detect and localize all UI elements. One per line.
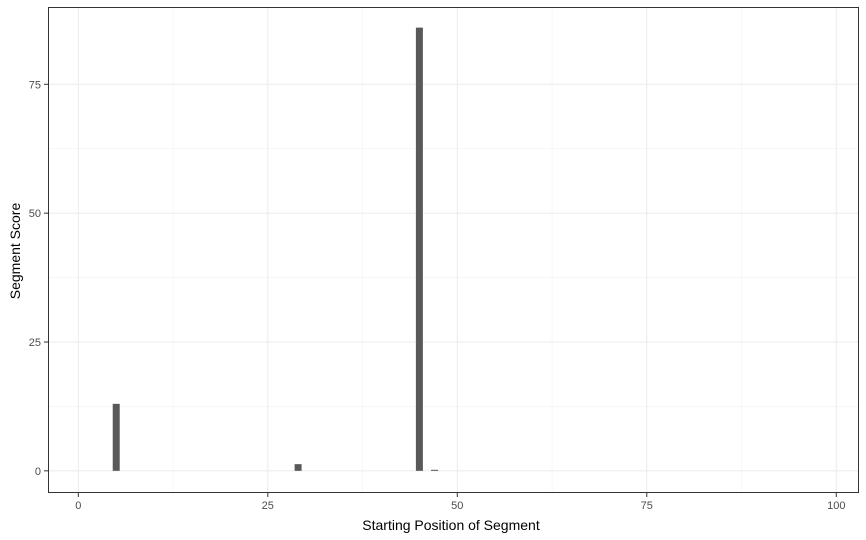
bars [112, 27, 439, 471]
y-tick-label: 50 [29, 208, 41, 220]
y-tick-label: 25 [29, 337, 41, 349]
bar [294, 464, 302, 471]
y-tick-label: 75 [29, 79, 41, 91]
y-tick-label: 0 [35, 466, 41, 478]
x-tick-label: 100 [827, 500, 845, 512]
x-tick-label: 75 [641, 500, 653, 512]
y-axis-title: Segment Score [7, 203, 23, 300]
x-tick-label: 0 [75, 500, 81, 512]
major-gridlines [48, 7, 859, 493]
bar [112, 403, 120, 471]
x-tick-label: 50 [451, 500, 463, 512]
minor-gridlines [48, 7, 859, 493]
bar [415, 27, 423, 471]
x-axis-ticks: 0 25 50 75 100 [75, 493, 845, 512]
panel-border [48, 7, 859, 493]
y-axis-ticks: 0 25 50 75 [29, 79, 48, 478]
bar [431, 469, 439, 471]
x-axis-title: Starting Position of Segment [362, 517, 540, 533]
x-tick-label: 25 [262, 500, 274, 512]
